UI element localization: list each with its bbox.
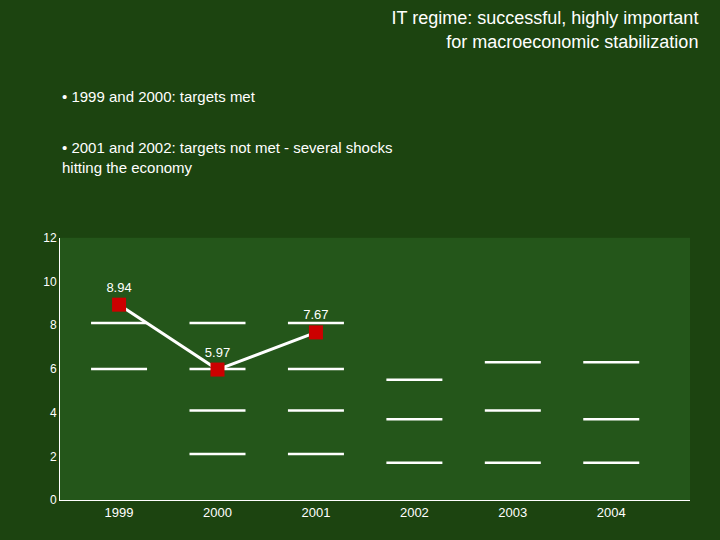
svg-text:2001: 2001 [301,505,330,520]
svg-text:12: 12 [43,231,57,245]
svg-text:6: 6 [50,362,57,376]
svg-text:2000: 2000 [203,505,232,520]
svg-text:5.97: 5.97 [205,345,230,360]
svg-text:2002: 2002 [400,505,429,520]
svg-text:2003: 2003 [498,505,527,520]
svg-text:IT regime: successful, highly: IT regime: successful, highly importantf… [392,8,699,51]
svg-text:1999: 1999 [105,505,134,520]
svg-text:4: 4 [50,406,57,420]
svg-text:10: 10 [43,275,57,289]
svg-text:8.94: 8.94 [106,280,131,295]
svg-text:• 2001 and 2002: targets not m: • 2001 and 2002: targets not met - sever… [62,139,392,176]
svg-text:7.67: 7.67 [303,307,328,322]
svg-text:2004: 2004 [597,505,626,520]
svg-text:8: 8 [50,318,57,332]
svg-text:• 1999 and 2000: targets met: • 1999 and 2000: targets met [62,88,256,105]
svg-text:0: 0 [50,493,57,507]
svg-text:2: 2 [50,450,57,464]
